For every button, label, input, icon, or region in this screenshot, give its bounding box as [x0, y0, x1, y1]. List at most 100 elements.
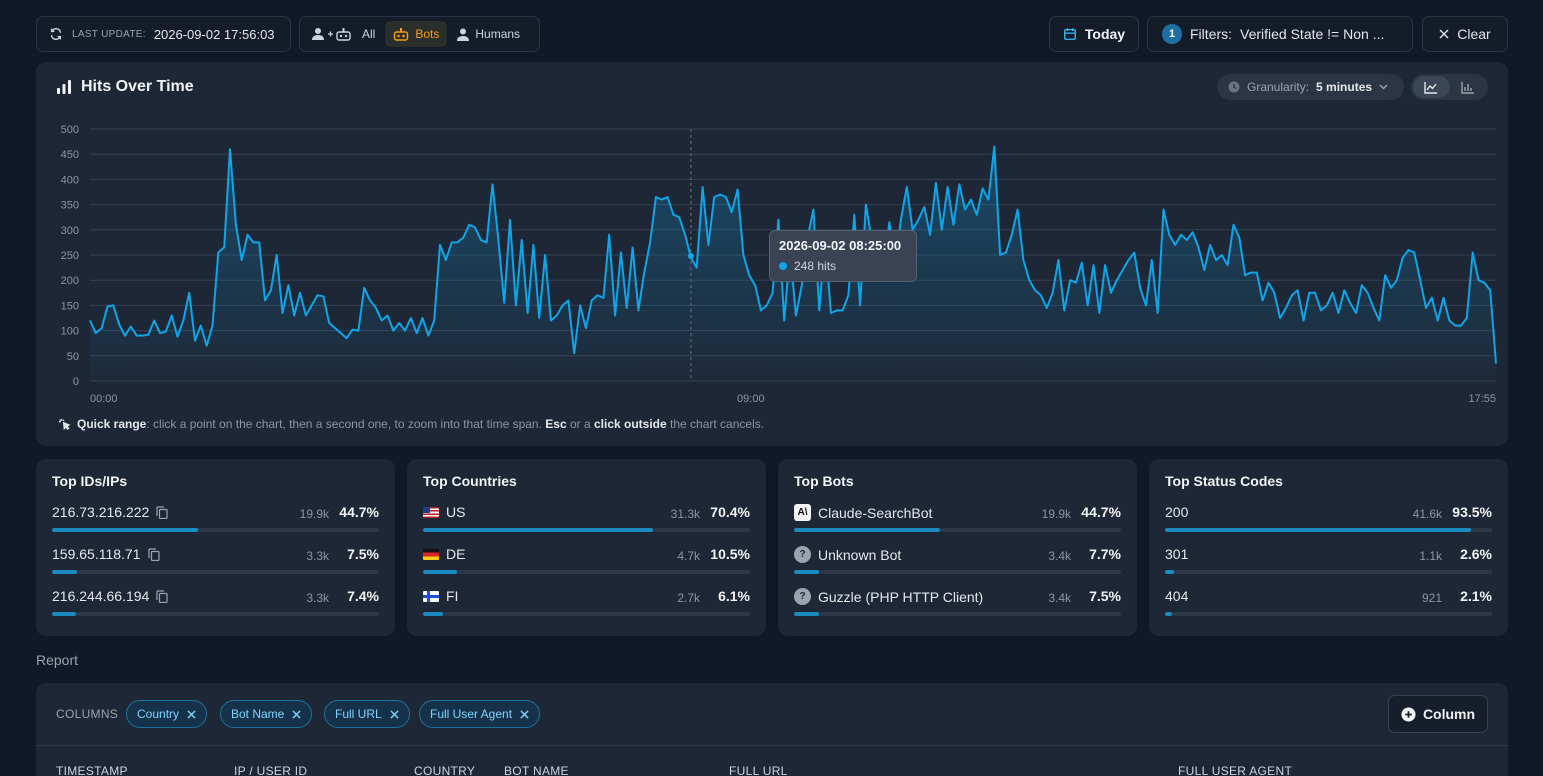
mode-bots[interactable]: Bots	[385, 21, 448, 47]
column-header[interactable]: COUNTRY	[414, 764, 476, 776]
stat-row[interactable]: 216.244.66.194 3.3k 7.4%	[52, 583, 379, 625]
stat-row[interactable]: 404 921 2.1%	[1165, 583, 1492, 625]
stat-card-3: Top Status Codes 200 41.6k 93.5% 301 1.1…	[1149, 459, 1508, 636]
mode-humans[interactable]: Humans	[449, 21, 528, 47]
y-tick-label: 400	[61, 174, 79, 186]
chart-type-toggle	[1411, 74, 1488, 100]
stat-row-name: 216.244.66.194	[52, 588, 150, 604]
column-chip[interactable]: Country	[126, 700, 208, 728]
column-header[interactable]: IP / USER ID	[234, 764, 308, 776]
flag-us-icon	[423, 506, 439, 518]
stat-row[interactable]: 200 41.6k 93.5%	[1165, 499, 1492, 541]
flag-fi-icon	[423, 590, 439, 602]
copy-icon[interactable]	[156, 505, 168, 519]
y-tick-label: 0	[73, 376, 79, 388]
stat-row-count: 2.7k	[677, 591, 700, 605]
clear-filters-button[interactable]: Clear	[1422, 16, 1508, 52]
column-header[interactable]: BOT NAME	[504, 764, 569, 776]
stat-row-count: 19.9k	[1041, 507, 1071, 521]
stat-row-count: 3.4k	[1048, 591, 1071, 605]
question-icon: ?	[794, 588, 811, 605]
stat-row[interactable]: 216.73.216.222 19.9k 44.7%	[52, 499, 379, 541]
stat-row-count: 19.9k	[299, 507, 329, 521]
close-icon	[1439, 29, 1449, 39]
stat-row-bar	[794, 612, 1121, 616]
report-label: Report	[36, 652, 79, 668]
column-chip[interactable]: Full URL	[324, 700, 410, 728]
stat-card-title: Top Bots	[794, 473, 854, 489]
column-chart-icon	[1461, 81, 1474, 94]
filter-count-badge: 1	[1162, 24, 1182, 44]
stat-row-name: DE	[446, 546, 466, 562]
stat-row-bar	[52, 528, 379, 532]
granularity-label: Granularity:	[1247, 80, 1310, 94]
column-header[interactable]: TIMESTAMP	[56, 764, 128, 776]
calendar-icon	[1063, 28, 1076, 40]
add-column-button[interactable]: Column	[1388, 695, 1488, 733]
stat-row-bar-fill	[423, 528, 654, 532]
filters-button[interactable]: 1 Filters: Verified State != Non ...	[1147, 16, 1413, 52]
mode-humans-label: Humans	[475, 27, 521, 41]
last-update-label: LAST UPDATE:	[72, 28, 146, 40]
y-tick-label: 300	[61, 225, 79, 237]
tooltip-value-row: 248 hits	[779, 259, 907, 273]
stat-row-bar	[1165, 612, 1492, 616]
column-header[interactable]: FULL USER AGENT	[1178, 764, 1293, 776]
stat-row-name: Guzzle (PHP HTTP Client)	[818, 588, 984, 605]
column-chip-label: Full User Agent	[430, 707, 513, 721]
bot-icon	[394, 28, 409, 41]
stat-row-name: 216.73.216.222	[52, 504, 150, 520]
stat-row[interactable]: FI 2.7k 6.1%	[423, 583, 750, 625]
column-chip[interactable]: Full User Agent	[419, 700, 541, 728]
date-range-button[interactable]: Today	[1049, 16, 1139, 52]
stat-row-count: 1.1k	[1419, 549, 1442, 563]
stat-row[interactable]: 301 1.1k 2.6%	[1165, 541, 1492, 583]
flag-de-icon	[423, 548, 439, 560]
stat-row-bar-fill	[1165, 570, 1174, 574]
last-update[interactable]: LAST UPDATE: 2026-09-02 17:56:03	[36, 16, 291, 52]
stat-row[interactable]: 159.65.118.71 3.3k 7.5%	[52, 541, 379, 583]
stat-row-bar-fill	[1165, 612, 1172, 616]
stat-row-bar	[794, 528, 1121, 532]
column-chip[interactable]: Bot Name	[220, 700, 313, 728]
close-icon[interactable]	[292, 709, 301, 719]
stat-row-count: 3.3k	[306, 591, 329, 605]
copy-icon[interactable]	[156, 589, 168, 603]
stat-row[interactable]: ? Unknown Bot 3.4k 7.7%	[794, 541, 1121, 583]
bar-chart-toggle[interactable]	[1450, 76, 1487, 98]
stat-row-bar-fill	[794, 612, 819, 616]
y-tick-label: 50	[67, 351, 79, 363]
stat-row[interactable]: US 31.3k 70.4%	[423, 499, 750, 541]
stat-row[interactable]: ? Guzzle (PHP HTTP Client) 3.4k 7.5%	[794, 583, 1121, 625]
column-header[interactable]: FULL URL	[729, 764, 788, 776]
line-chart-toggle[interactable]	[1413, 76, 1450, 98]
stat-row-percent: 44.7%	[339, 504, 379, 520]
close-icon[interactable]	[520, 709, 529, 719]
stat-row-count: 3.3k	[306, 549, 329, 563]
stat-row[interactable]: A\ Claude-SearchBot 19.9k 44.7%	[794, 499, 1121, 541]
granularity-select[interactable]: Granularity: 5 minutes	[1217, 74, 1404, 100]
stat-row-bar-fill	[52, 570, 77, 574]
stat-row-count: 921	[1421, 591, 1442, 605]
close-icon[interactable]	[390, 709, 399, 719]
stat-row-bar	[1165, 570, 1492, 574]
y-tick-label: 350	[61, 200, 79, 212]
stat-row-name: US	[446, 504, 466, 520]
mode-all[interactable]: All	[304, 21, 383, 47]
today-label: Today	[1084, 26, 1126, 42]
stat-row-name: 200	[1165, 504, 1189, 520]
copy-icon[interactable]	[147, 547, 160, 561]
x-tick-label: 09:00	[737, 393, 765, 405]
stat-row-percent: 7.4%	[347, 588, 379, 604]
hits-chart[interactable]: 0 50 100 150 200 250 300 350 400 450 500 00:00 09:00…	[36, 62, 1508, 412]
stat-row-percent: 93.5%	[1452, 504, 1492, 520]
stat-row-percent: 44.7%	[1081, 504, 1121, 520]
chart-title-text: Hits Over Time	[81, 78, 194, 95]
stat-row[interactable]: DE 4.7k 10.5%	[423, 541, 750, 583]
anthropic-icon: A\	[794, 504, 811, 521]
column-chip-label: Bot Name	[231, 707, 285, 721]
stat-row-bar	[423, 612, 750, 616]
chart-title: Hits Over Time	[56, 78, 194, 96]
close-icon[interactable]	[187, 709, 196, 719]
series-dot	[779, 262, 787, 270]
